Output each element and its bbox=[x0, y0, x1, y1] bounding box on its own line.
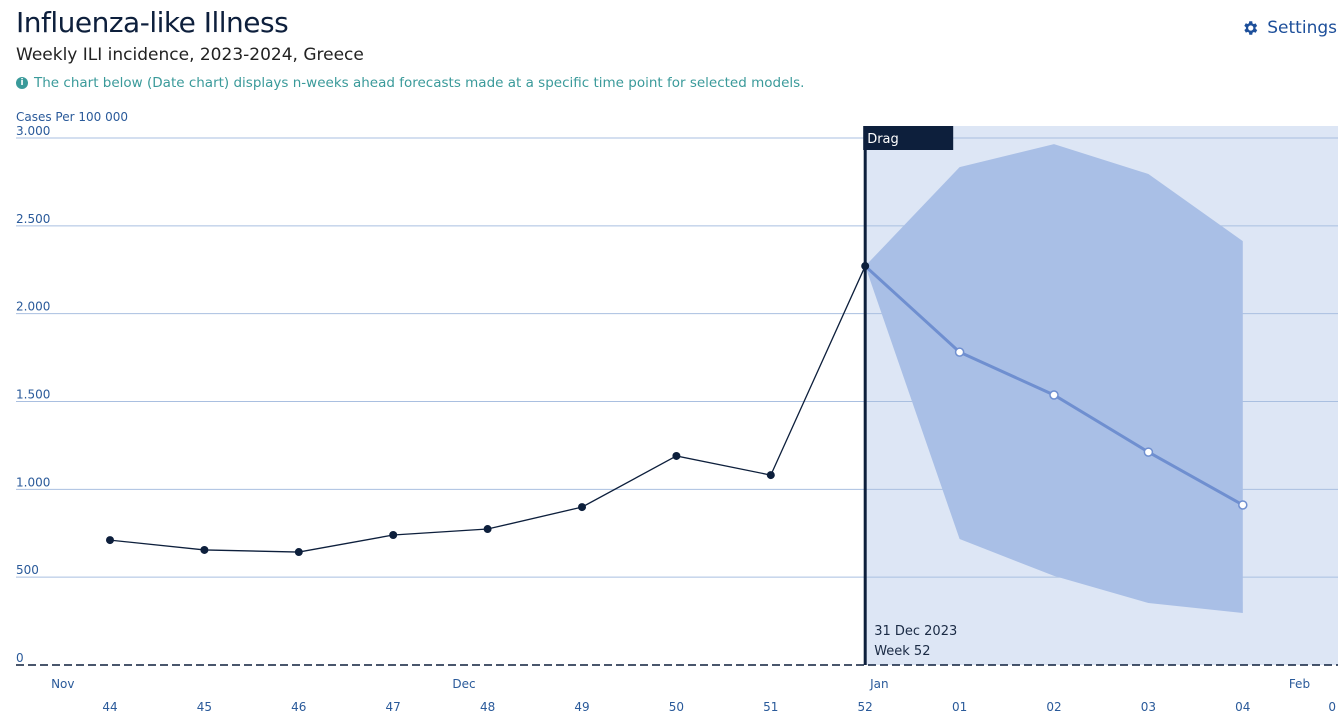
y-tick-label: 2.500 bbox=[16, 212, 50, 226]
forecast-point bbox=[954, 347, 965, 357]
y-axis-label: Cases Per 100 000 bbox=[16, 110, 128, 124]
y-tick-label: 0 bbox=[16, 651, 24, 665]
info-note: i The chart below (Date chart) displays n… bbox=[16, 75, 804, 91]
month-label: Nov bbox=[51, 677, 74, 691]
observed-point bbox=[672, 451, 681, 460]
prediction-interval-band bbox=[865, 144, 1243, 614]
x-tick-label: 03 bbox=[1141, 700, 1156, 714]
drag-handle[interactable] bbox=[863, 126, 954, 150]
x-tick-label: 01 bbox=[952, 700, 967, 714]
y-tick-label: 500 bbox=[16, 563, 39, 577]
x-tick-label: 02 bbox=[1046, 700, 1061, 714]
x-tick-label: 44 bbox=[102, 700, 117, 714]
x-tick-label: 46 bbox=[291, 700, 306, 714]
marker-week: Week 52 bbox=[874, 644, 930, 659]
observed-point bbox=[766, 471, 775, 480]
observed-point bbox=[200, 545, 209, 554]
month-label: Jan bbox=[869, 677, 889, 691]
page-title: Influenza-like Illness bbox=[16, 6, 289, 39]
x-tick-label: 51 bbox=[763, 700, 778, 714]
x-tick-label: 48 bbox=[480, 700, 495, 714]
x-tick-label: 04 bbox=[1235, 700, 1250, 714]
month-label: Dec bbox=[452, 677, 475, 691]
settings-label: Settings bbox=[1267, 18, 1337, 38]
observed-point bbox=[294, 548, 303, 557]
info-text: The chart below (Date chart) displays n-… bbox=[34, 75, 805, 91]
info-icon: i bbox=[16, 77, 28, 89]
page-subtitle: Weekly ILI incidence, 2023-2024, Greece bbox=[16, 45, 364, 65]
observed-line bbox=[109, 265, 866, 553]
observed-point bbox=[106, 536, 114, 545]
y-tick-label: 2.000 bbox=[16, 300, 50, 314]
x-tick-label: 52 bbox=[858, 700, 873, 714]
x-tick-label: 49 bbox=[574, 700, 589, 714]
marker-date: 31 Dec 2023 bbox=[874, 624, 957, 639]
y-tick-label: 3.000 bbox=[16, 124, 50, 138]
drag-label: Drag bbox=[867, 132, 899, 147]
gear-icon bbox=[1244, 21, 1258, 35]
y-tick-label: 1.500 bbox=[16, 388, 50, 402]
observed-point bbox=[483, 525, 492, 534]
settings-button[interactable]: Settings bbox=[1241, 18, 1337, 38]
forecast-point bbox=[1143, 447, 1154, 457]
x-tick-label: 50 bbox=[669, 700, 684, 714]
x-tick-label: 45 bbox=[197, 700, 212, 714]
observed-point bbox=[578, 503, 586, 512]
month-label: Feb bbox=[1289, 677, 1310, 691]
forecast-point bbox=[1238, 500, 1248, 510]
y-tick-label: 1.000 bbox=[16, 475, 50, 489]
observed-point bbox=[389, 531, 398, 540]
forecast-point bbox=[1049, 390, 1059, 400]
x-tick-label: 0 bbox=[1328, 700, 1336, 714]
x-tick-label: 47 bbox=[386, 700, 401, 714]
